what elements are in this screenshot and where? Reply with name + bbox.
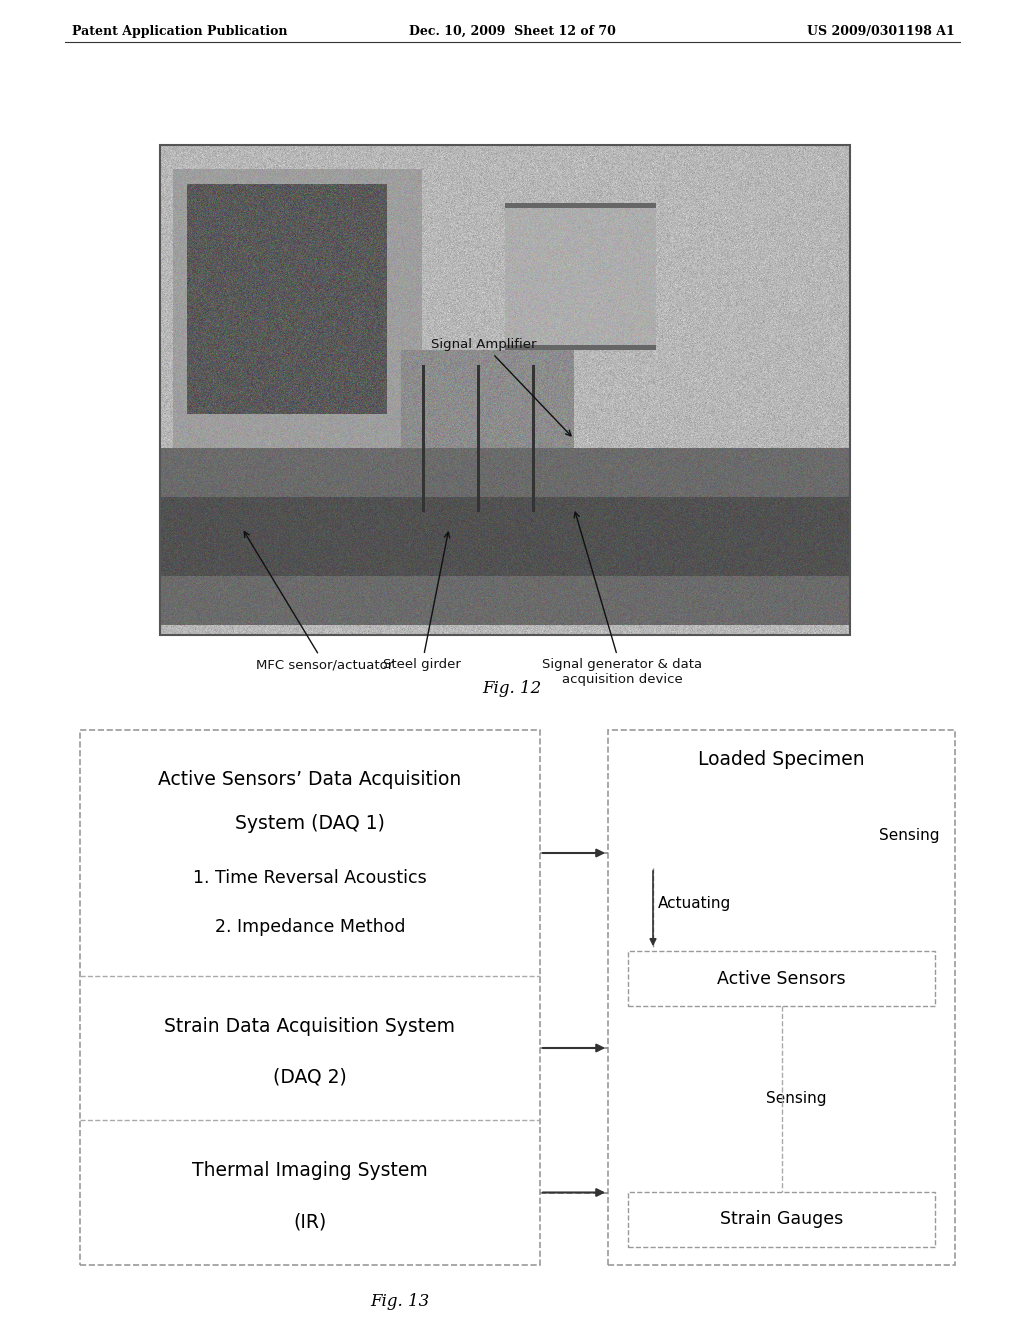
Text: Thermal Imaging System: Thermal Imaging System — [193, 1162, 428, 1180]
Text: (DAQ 2): (DAQ 2) — [273, 1068, 347, 1086]
Bar — [160, 145, 850, 635]
Text: System (DAQ 1): System (DAQ 1) — [236, 814, 385, 833]
Text: Active Sensors’ Data Acquisition: Active Sensors’ Data Acquisition — [159, 770, 462, 789]
Text: Strain Data Acquisition System: Strain Data Acquisition System — [165, 1016, 456, 1036]
Text: Steel girder: Steel girder — [383, 532, 461, 671]
Text: Actuating: Actuating — [658, 896, 731, 911]
Text: (IR): (IR) — [293, 1212, 327, 1232]
Text: Fig. 12: Fig. 12 — [482, 680, 542, 697]
Text: Dec. 10, 2009  Sheet 12 of 70: Dec. 10, 2009 Sheet 12 of 70 — [409, 25, 615, 38]
Text: Sensing: Sensing — [880, 828, 940, 843]
Text: Signal Amplifier: Signal Amplifier — [431, 338, 571, 436]
Text: Signal generator & data
acquisition device: Signal generator & data acquisition devi… — [542, 512, 702, 686]
Text: Fig. 13: Fig. 13 — [371, 1294, 430, 1309]
Text: Active Sensors: Active Sensors — [717, 969, 846, 987]
Text: US 2009/0301198 A1: US 2009/0301198 A1 — [807, 25, 955, 38]
Text: Strain Gauges: Strain Gauges — [720, 1210, 843, 1229]
Text: MFC sensor/actuator: MFC sensor/actuator — [245, 532, 393, 671]
Text: 2. Impedance Method: 2. Impedance Method — [215, 917, 406, 936]
Text: Loaded Specimen: Loaded Specimen — [698, 750, 865, 770]
Text: Sensing: Sensing — [766, 1092, 826, 1106]
Text: 1. Time Reversal Acoustics: 1. Time Reversal Acoustics — [194, 869, 427, 887]
Text: Patent Application Publication: Patent Application Publication — [72, 25, 288, 38]
